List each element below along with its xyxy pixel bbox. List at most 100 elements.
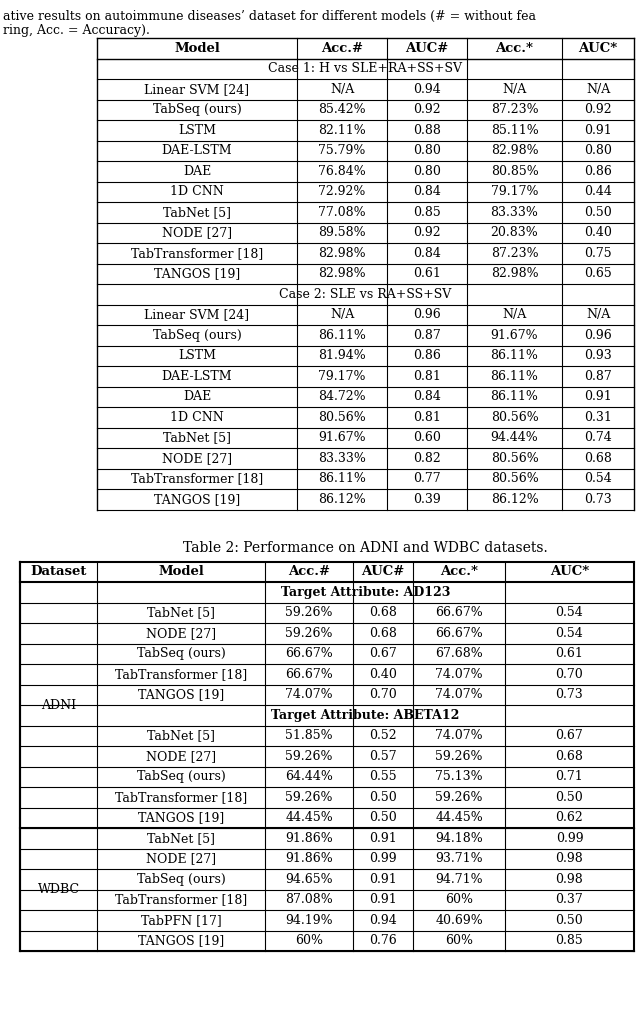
Text: 0.92: 0.92 xyxy=(413,226,441,239)
Text: TabNet [5]: TabNet [5] xyxy=(147,832,215,845)
Text: 0.91: 0.91 xyxy=(584,124,612,137)
Text: 86.11%: 86.11% xyxy=(491,390,538,403)
Text: 0.65: 0.65 xyxy=(584,267,612,281)
Text: 66.67%: 66.67% xyxy=(285,668,333,681)
Text: 91.67%: 91.67% xyxy=(491,329,538,341)
Text: 74.07%: 74.07% xyxy=(435,688,483,701)
Text: 67.68%: 67.68% xyxy=(435,647,483,660)
Text: 74.07%: 74.07% xyxy=(435,729,483,743)
Text: Model: Model xyxy=(158,565,204,578)
Text: 59.26%: 59.26% xyxy=(285,791,333,803)
Text: TabSeq (ours): TabSeq (ours) xyxy=(152,103,241,116)
Text: 76.84%: 76.84% xyxy=(318,165,366,177)
Text: N/A: N/A xyxy=(330,83,354,96)
Text: 0.91: 0.91 xyxy=(369,893,397,907)
Text: 89.58%: 89.58% xyxy=(318,226,366,239)
Text: Linear SVM [24]: Linear SVM [24] xyxy=(145,83,250,96)
Text: NODE [27]: NODE [27] xyxy=(146,750,216,763)
Text: 86.11%: 86.11% xyxy=(318,329,366,341)
Text: 60%: 60% xyxy=(445,893,473,907)
Text: TANGOS [19]: TANGOS [19] xyxy=(138,811,224,825)
Text: WDBC: WDBC xyxy=(37,883,79,897)
Text: 0.55: 0.55 xyxy=(369,770,397,783)
Text: TabSeq (ours): TabSeq (ours) xyxy=(152,329,241,341)
Text: 0.50: 0.50 xyxy=(556,791,584,803)
Text: Acc.*: Acc.* xyxy=(440,565,478,578)
Text: 0.80: 0.80 xyxy=(584,144,612,157)
Text: 80.56%: 80.56% xyxy=(318,410,366,423)
Text: TabPFN [17]: TabPFN [17] xyxy=(141,914,221,927)
Text: 0.82: 0.82 xyxy=(413,452,441,465)
Text: 94.71%: 94.71% xyxy=(435,873,483,885)
Text: 0.87: 0.87 xyxy=(413,329,441,341)
Text: 0.52: 0.52 xyxy=(369,729,397,743)
Text: N/A: N/A xyxy=(586,83,610,96)
Text: Target Attribute: AD123: Target Attribute: AD123 xyxy=(281,586,450,599)
Text: 94.44%: 94.44% xyxy=(491,432,538,445)
Text: 91.86%: 91.86% xyxy=(285,852,333,865)
Text: 94.65%: 94.65% xyxy=(285,873,333,885)
Text: 0.92: 0.92 xyxy=(413,103,441,116)
Text: 80.56%: 80.56% xyxy=(491,472,538,485)
Text: 0.98: 0.98 xyxy=(556,873,584,885)
Text: 94.19%: 94.19% xyxy=(285,914,333,927)
Text: 0.50: 0.50 xyxy=(584,206,612,219)
Text: 1D CNN: 1D CNN xyxy=(170,185,224,199)
Text: NODE [27]: NODE [27] xyxy=(162,452,232,465)
Text: 0.39: 0.39 xyxy=(413,492,441,505)
Text: 0.91: 0.91 xyxy=(369,873,397,885)
Text: 94.18%: 94.18% xyxy=(435,832,483,845)
Text: NODE [27]: NODE [27] xyxy=(162,226,232,239)
Text: Table 2: Performance on ADNI and WDBC datasets.: Table 2: Performance on ADNI and WDBC da… xyxy=(183,541,548,554)
Text: TabTransformer [18]: TabTransformer [18] xyxy=(115,791,247,803)
Text: 0.54: 0.54 xyxy=(556,627,584,640)
Text: 80.85%: 80.85% xyxy=(491,165,538,177)
Text: 82.98%: 82.98% xyxy=(491,267,538,281)
Text: 59.26%: 59.26% xyxy=(435,791,483,803)
Text: 0.98: 0.98 xyxy=(556,852,584,865)
Text: 0.40: 0.40 xyxy=(584,226,612,239)
Text: 0.88: 0.88 xyxy=(413,124,441,137)
Text: 0.73: 0.73 xyxy=(584,492,612,505)
Text: 0.61: 0.61 xyxy=(556,647,584,660)
Text: Dataset: Dataset xyxy=(30,565,86,578)
Text: 60%: 60% xyxy=(295,934,323,947)
Text: DAE: DAE xyxy=(183,165,211,177)
Text: N/A: N/A xyxy=(586,308,610,321)
Text: AUC#: AUC# xyxy=(362,565,404,578)
Text: 81.94%: 81.94% xyxy=(318,349,366,363)
Text: 0.50: 0.50 xyxy=(369,791,397,803)
Text: N/A: N/A xyxy=(502,83,527,96)
Text: 0.86: 0.86 xyxy=(584,165,612,177)
Text: 0.73: 0.73 xyxy=(556,688,584,701)
Text: 0.68: 0.68 xyxy=(369,606,397,619)
Text: 20.83%: 20.83% xyxy=(491,226,538,239)
Text: 86.11%: 86.11% xyxy=(491,349,538,363)
Text: 0.54: 0.54 xyxy=(584,472,612,485)
Text: 93.71%: 93.71% xyxy=(435,852,483,865)
Text: 0.67: 0.67 xyxy=(369,647,397,660)
Text: 82.98%: 82.98% xyxy=(318,267,366,281)
Text: 0.91: 0.91 xyxy=(584,390,612,403)
Text: 0.75: 0.75 xyxy=(584,247,612,259)
Text: 0.57: 0.57 xyxy=(369,750,397,763)
Text: TabSeq (ours): TabSeq (ours) xyxy=(136,647,225,660)
Text: AUC*: AUC* xyxy=(579,42,618,55)
Text: 85.11%: 85.11% xyxy=(491,124,538,137)
Text: DAE-LSTM: DAE-LSTM xyxy=(162,370,232,383)
Text: ative results on autoimmune diseases’ dataset for different models (# = without : ative results on autoimmune diseases’ da… xyxy=(3,10,536,23)
Text: 0.70: 0.70 xyxy=(556,668,584,681)
Text: 0.91: 0.91 xyxy=(369,832,397,845)
Text: 60%: 60% xyxy=(445,934,473,947)
Text: Linear SVM [24]: Linear SVM [24] xyxy=(145,308,250,321)
Text: 51.85%: 51.85% xyxy=(285,729,333,743)
Text: 79.17%: 79.17% xyxy=(318,370,365,383)
Text: 0.84: 0.84 xyxy=(413,185,441,199)
Text: 75.13%: 75.13% xyxy=(435,770,483,783)
Text: 59.26%: 59.26% xyxy=(285,606,333,619)
Text: 91.86%: 91.86% xyxy=(285,832,333,845)
Text: 0.99: 0.99 xyxy=(556,832,583,845)
Text: 0.60: 0.60 xyxy=(413,432,441,445)
Text: 66.67%: 66.67% xyxy=(285,647,333,660)
Text: 0.50: 0.50 xyxy=(556,914,584,927)
